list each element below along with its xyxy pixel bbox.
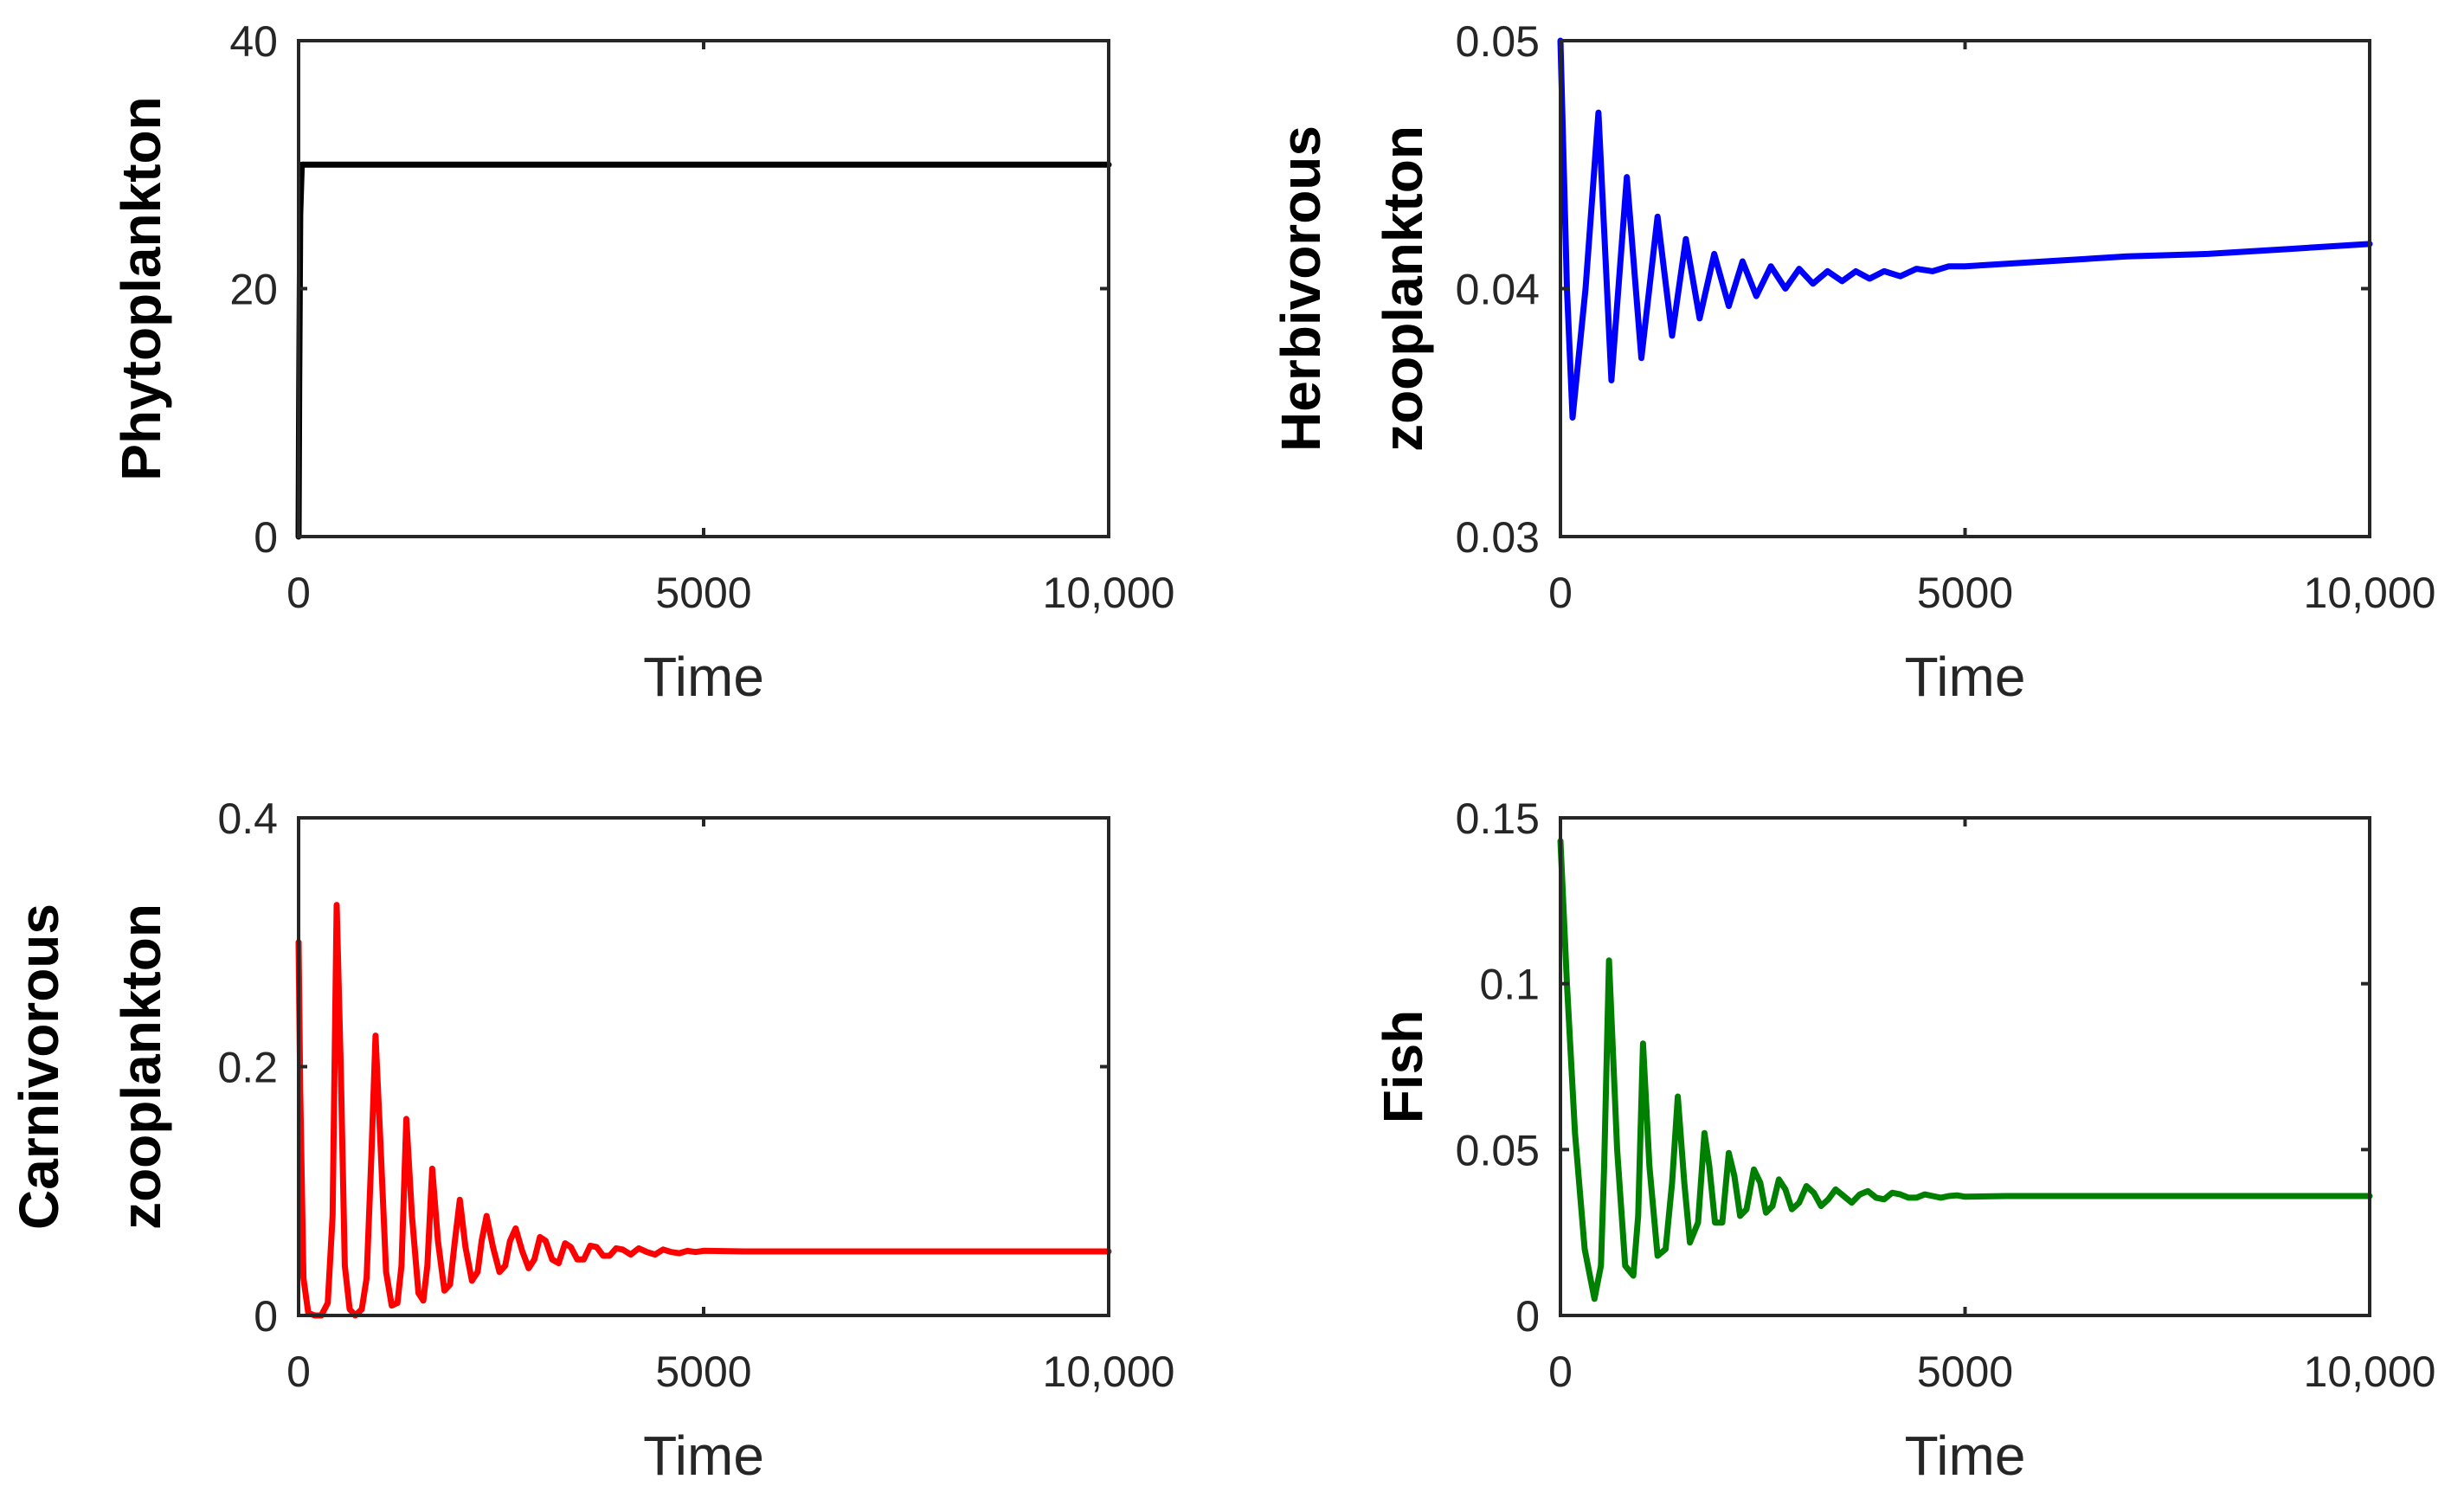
series-line-carnivorous-zooplankton (295, 902, 1112, 1319)
subplot-fish: 0 5000 10,000 0 0.05 0.1 0.15 Time Fish (1372, 794, 2435, 1487)
x-tick-label: 10,000 (1043, 569, 1175, 617)
subplot-carnivorous-zooplankton: 0 5000 10,000 0 0.2 0.4 Time Carnivorous zooplan… (8, 794, 1174, 1487)
y-tick-label: 0.4 (217, 794, 278, 843)
x-tick-label: 0 (286, 1347, 311, 1396)
axes-frame-phytoplankton (297, 39, 1110, 538)
axes-frame-fish (1559, 816, 2371, 1317)
x-tick-label: 5000 (655, 569, 751, 617)
x-tick-label: 5000 (1917, 1347, 2013, 1396)
x-tick-label: 0 (286, 569, 311, 617)
y-tick-label: 20 (229, 266, 278, 314)
y-axis-label: Herbivorous (1270, 125, 1332, 452)
x-tick-label: 0 (1548, 1347, 1573, 1396)
y-tick-label: 40 (229, 17, 278, 66)
subplot-phytoplankton: 0 5000 10,000 0 20 40 Time Phytoplankton (110, 17, 1174, 708)
series-line-fish (1557, 838, 2373, 1302)
y-axis-label: Phytoplankton (110, 96, 172, 480)
x-tick-label: 10,000 (1043, 1347, 1175, 1396)
subplot-herbivorous-zooplankton: 0 5000 10,000 0.03 0.04 0.05 Time Herbivorous zo… (1270, 17, 2435, 708)
y-tick-label: 0.04 (1456, 266, 1540, 314)
y-tick-label: 0.1 (1479, 961, 1540, 1009)
y-tick-label: 0.2 (217, 1044, 278, 1092)
series-line-phytoplankton (295, 161, 1112, 540)
x-axis-label: Time (643, 1425, 764, 1487)
x-tick-label: 10,000 (2304, 1347, 2436, 1396)
x-tick-label: 5000 (655, 1347, 751, 1396)
x-axis-label: Time (643, 646, 764, 708)
y-axis-label: Fish (1372, 1010, 1434, 1124)
x-tick-label: 5000 (1917, 569, 2013, 617)
x-axis-label: Time (1905, 1425, 2026, 1487)
x-axis-label: Time (1905, 646, 2026, 708)
y-tick-label: 0.15 (1456, 794, 1540, 843)
y-tick-label: 0 (1515, 1292, 1540, 1341)
y-tick-label: 0 (254, 1292, 278, 1341)
x-tick-label: 0 (1548, 569, 1573, 617)
y-axis-label: zooplankton (1372, 125, 1434, 452)
series-line-herbivorous-zooplankton (1557, 37, 2373, 421)
y-axis-label: zooplankton (110, 904, 172, 1230)
y-axis-label: Carnivorous (8, 904, 70, 1230)
y-tick-label: 0 (254, 513, 278, 562)
x-tick-label: 10,000 (2304, 569, 2436, 617)
y-tick-label: 0.05 (1456, 17, 1540, 66)
y-tick-label: 0.05 (1456, 1126, 1540, 1174)
y-tick-label: 0.03 (1456, 513, 1540, 562)
axes-frame-carnivorous-zooplankton (297, 816, 1110, 1317)
